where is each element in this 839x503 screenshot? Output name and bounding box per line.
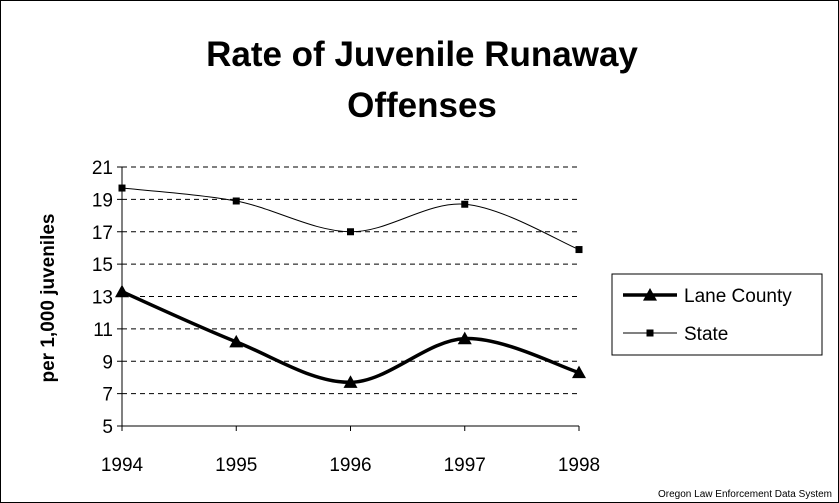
series-line (121, 290, 580, 385)
data-point-square (347, 228, 354, 236)
y-tick-label: 15 (92, 255, 113, 276)
legend-item: Lane County (623, 286, 792, 307)
data-point-triangle (229, 334, 244, 348)
y-tick-label: 9 (102, 352, 113, 373)
y-tick-label: 13 (92, 288, 113, 309)
data-point-square (575, 246, 583, 254)
x-tick-label: 1997 (444, 455, 486, 476)
source-note: Oregon Law Enforcement Data System (658, 489, 832, 500)
y-tick-label: 21 (92, 158, 113, 179)
legend-triangle-marker (643, 288, 657, 301)
chart-title: Rate of Juvenile Runaway Offenses (206, 35, 638, 125)
data-point-triangle (343, 375, 358, 388)
y-tick-label: 17 (92, 223, 113, 244)
data-point-square (232, 197, 240, 205)
y-tick-label: 7 (102, 385, 113, 406)
axes (117, 166, 580, 431)
data-point-triangle (115, 284, 129, 298)
series-group (115, 184, 586, 388)
x-tick-label: 1995 (215, 455, 257, 476)
data-point-triangle (457, 331, 472, 345)
chart-title-line-1: Rate of Juvenile Runaway (206, 35, 638, 74)
series-state (118, 184, 583, 254)
chart-title-line-2: Offenses (347, 86, 497, 125)
legend-box (611, 273, 823, 356)
gridlines (122, 166, 579, 395)
legend: Lane County State (611, 273, 823, 356)
x-tick-label: 1998 (558, 455, 600, 476)
y-tick-label: 19 (92, 190, 113, 211)
x-tick-labels: 1994 1995 1996 1997 1998 (101, 455, 600, 476)
y-tick-label: 11 (93, 320, 113, 341)
legend-label: State (684, 324, 728, 345)
y-tick-label: 5 (102, 417, 113, 438)
x-tick-label: 1996 (329, 455, 371, 476)
data-point-triangle (572, 365, 586, 379)
series-lane-county (115, 284, 586, 388)
y-tick-labels: 5 7 9 11 13 15 17 19 21 (92, 158, 113, 438)
data-point-square (461, 200, 469, 208)
series-line (121, 187, 580, 251)
legend-square-marker (646, 329, 654, 337)
legend-item: State (623, 324, 728, 345)
data-point-square (118, 184, 126, 192)
y-axis-label: per 1,000 juveniles (38, 214, 59, 383)
x-tick-label: 1994 (101, 455, 144, 476)
legend-label: Lane County (684, 286, 792, 307)
